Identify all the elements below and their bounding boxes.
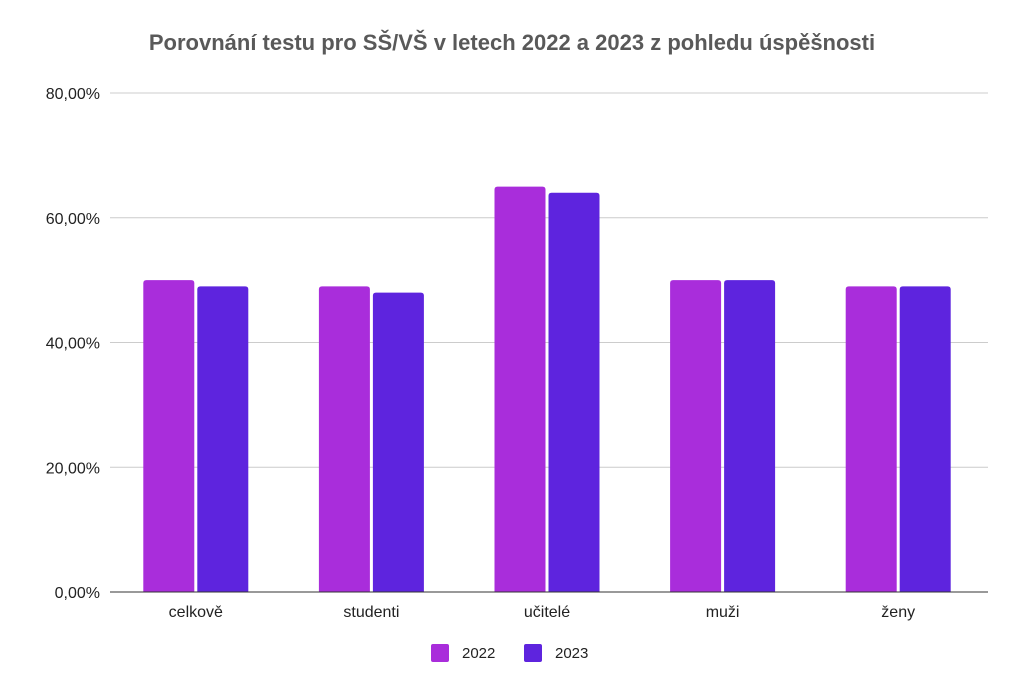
x-tick-label: učitelé xyxy=(524,604,570,621)
y-axis-ticks: 0,00% 20,00% 40,00% 60,00% 80,00% xyxy=(46,86,100,602)
x-tick-label: studenti xyxy=(343,604,399,621)
x-tick-label: muži xyxy=(706,604,740,621)
y-tick-label: 80,00% xyxy=(46,86,100,103)
legend[interactable]: 2022 2023 xyxy=(431,644,588,662)
legend-swatch xyxy=(431,644,449,662)
bar-2023-4[interactable] xyxy=(899,286,951,592)
bar-2022-2[interactable] xyxy=(494,186,546,592)
bars xyxy=(143,186,951,593)
legend-item-2022[interactable]: 2022 xyxy=(431,644,495,662)
bar-2022-4[interactable] xyxy=(845,286,897,592)
x-tick-label: celkově xyxy=(169,604,223,621)
legend-swatch xyxy=(524,644,542,662)
bar-2023-3[interactable] xyxy=(724,280,776,592)
bar-2023-0[interactable] xyxy=(197,286,249,592)
category-labels: celkově studenti učitelé muži ženy xyxy=(169,604,915,621)
bar-2023-1[interactable] xyxy=(372,292,424,592)
y-tick-label: 20,00% xyxy=(46,460,100,477)
y-tick-label: 40,00% xyxy=(46,336,100,353)
bar-2022-0[interactable] xyxy=(143,280,195,592)
legend-item-2023[interactable]: 2023 xyxy=(524,644,588,662)
legend-label: 2023 xyxy=(555,645,588,662)
x-tick-label: ženy xyxy=(881,604,915,621)
chart-title: Porovnání testu pro SŠ/VŠ v letech 2022 … xyxy=(148,30,876,55)
legend-label: 2022 xyxy=(462,645,495,662)
y-tick-label: 60,00% xyxy=(46,211,100,228)
bar-2022-3[interactable] xyxy=(670,280,722,592)
bar-2022-1[interactable] xyxy=(318,286,370,592)
y-tick-label: 0,00% xyxy=(55,585,100,602)
bar-2023-2[interactable] xyxy=(548,192,600,593)
